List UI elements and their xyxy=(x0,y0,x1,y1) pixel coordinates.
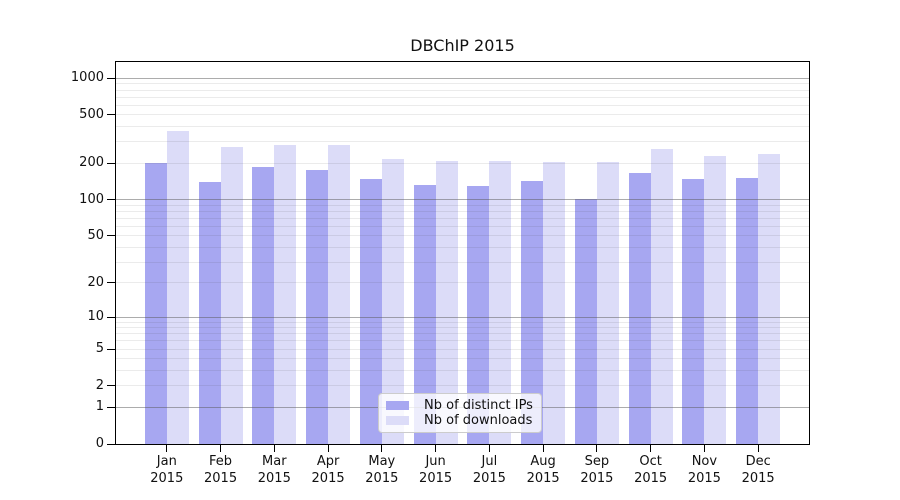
x-tick-label-feb: Feb 2015 xyxy=(204,454,238,486)
y-tick-label-100: 100 xyxy=(79,191,104,207)
legend-swatch-downloads xyxy=(386,416,409,425)
plot-area xyxy=(115,61,810,445)
y-tick-label-5: 5 xyxy=(95,341,104,357)
y-tick-50 xyxy=(107,235,115,237)
bar-apr-distinct-ips xyxy=(306,169,329,444)
x-tick-label-nov: Nov 2015 xyxy=(687,454,721,486)
x-tick-label-apr: Apr 2015 xyxy=(311,454,345,486)
bar-feb-distinct-ips xyxy=(198,181,221,444)
bar-aug-downloads xyxy=(543,162,566,444)
y-tick-label-200: 200 xyxy=(79,155,104,171)
x-tick-dec xyxy=(757,445,759,452)
y-tick-20 xyxy=(107,282,115,284)
x-tick-jan xyxy=(166,445,168,452)
y-tick-label-10: 10 xyxy=(87,309,104,325)
y-tick-100 xyxy=(107,199,115,201)
bar-mar-downloads xyxy=(274,145,297,444)
x-tick-apr xyxy=(327,445,329,452)
bar-jun-distinct-ips xyxy=(413,184,436,444)
bar-mar-distinct-ips xyxy=(252,167,275,444)
y-tick-1000 xyxy=(107,77,115,79)
y-tick-label-2: 2 xyxy=(95,377,104,393)
bar-jan-downloads xyxy=(166,130,189,444)
legend-row-distinct-ips: Nb of distinct IPs xyxy=(386,398,533,413)
y-tick-1 xyxy=(107,406,115,408)
x-tick-label-jun: Jun 2015 xyxy=(419,454,453,486)
y-tick-label-50: 50 xyxy=(87,227,104,243)
bar-jul-distinct-ips xyxy=(467,185,490,444)
x-tick-label-mar: Mar 2015 xyxy=(257,454,291,486)
x-tick-label-may: May 2015 xyxy=(365,454,399,486)
bar-oct-distinct-ips xyxy=(628,173,651,444)
x-tick-sep xyxy=(596,445,598,452)
chart-title: DBChIP 2015 xyxy=(410,36,515,55)
bars-layer xyxy=(116,62,809,444)
x-tick-label-aug: Aug 2015 xyxy=(526,454,560,486)
x-tick-label-sep: Sep 2015 xyxy=(580,454,614,486)
y-tick-200 xyxy=(107,162,115,164)
x-tick-jun xyxy=(435,445,437,452)
bar-aug-distinct-ips xyxy=(521,180,544,444)
y-tick-500 xyxy=(107,114,115,116)
legend-label-downloads: Nb of downloads xyxy=(424,413,533,428)
y-tick-label-0: 0 xyxy=(95,436,104,451)
bar-may-downloads xyxy=(381,159,404,444)
bar-sep-distinct-ips xyxy=(574,198,597,444)
y-tick-label-20: 20 xyxy=(87,274,104,290)
x-tick-jul xyxy=(488,445,490,452)
bar-jan-distinct-ips xyxy=(144,163,167,444)
bar-dec-downloads xyxy=(758,154,781,444)
bar-sep-downloads xyxy=(596,162,619,444)
x-tick-label-jan: Jan 2015 xyxy=(150,454,184,486)
x-tick-oct xyxy=(650,445,652,452)
bar-apr-downloads xyxy=(328,144,351,444)
bar-jun-downloads xyxy=(435,160,458,444)
bar-feb-downloads xyxy=(220,146,243,444)
x-tick-aug xyxy=(542,445,544,452)
y-tick-label-1: 1 xyxy=(95,399,104,415)
y-tick-10 xyxy=(107,316,115,318)
legend-swatch-distinct-ips xyxy=(386,401,409,410)
y-tick-label-1000: 1000 xyxy=(70,70,104,86)
x-tick-label-oct: Oct 2015 xyxy=(634,454,668,486)
x-tick-label-jul: Jul 2015 xyxy=(472,454,506,486)
legend-label-distinct-ips: Nb of distinct IPs xyxy=(424,398,533,413)
bar-nov-distinct-ips xyxy=(682,179,705,444)
bar-nov-downloads xyxy=(704,156,727,444)
legend-row-downloads: Nb of downloads xyxy=(386,413,533,428)
bar-jul-downloads xyxy=(489,161,512,444)
x-tick-nov xyxy=(703,445,705,452)
x-tick-may xyxy=(381,445,383,452)
x-tick-mar xyxy=(273,445,275,452)
y-tick-0 xyxy=(107,443,115,445)
x-tick-label-dec: Dec 2015 xyxy=(741,454,775,486)
y-tick-2 xyxy=(107,385,115,387)
bar-may-distinct-ips xyxy=(359,179,382,444)
bar-dec-distinct-ips xyxy=(736,178,759,444)
bar-oct-downloads xyxy=(650,148,673,444)
y-tick-label-500: 500 xyxy=(79,106,104,122)
x-tick-feb xyxy=(220,445,222,452)
legend: Nb of distinct IPs Nb of downloads xyxy=(378,393,542,433)
y-tick-5 xyxy=(107,348,115,350)
